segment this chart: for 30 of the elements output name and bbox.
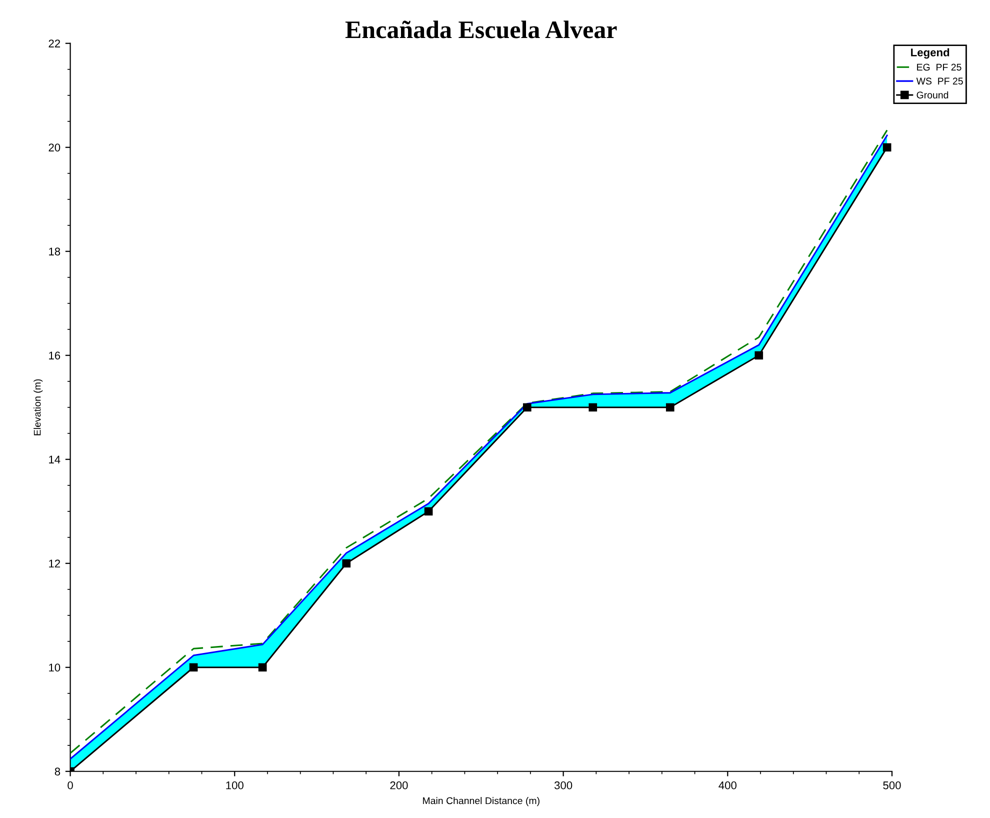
point xyxy=(666,403,674,412)
point xyxy=(424,507,433,516)
y-axis-title: Elevation (m) xyxy=(34,379,43,436)
y-tick-label: 12 xyxy=(49,560,60,568)
point xyxy=(258,663,267,672)
legend-label: Ground xyxy=(916,91,948,98)
legend-label: EG PF 25 xyxy=(917,64,962,71)
y-tick-label: 22 xyxy=(48,40,60,48)
x-axis-title: Main Channel Distance (m) xyxy=(423,797,540,806)
x-tick-label: 200 xyxy=(390,781,408,790)
point xyxy=(754,351,764,360)
y-tick-label: 16 xyxy=(49,352,60,360)
x-tick-label: 300 xyxy=(554,781,572,790)
point xyxy=(342,559,351,568)
y-tick-label: 8 xyxy=(54,768,60,776)
legend-label: WS PF 25 xyxy=(916,78,963,85)
y-tick-label: 20 xyxy=(48,144,60,152)
x-tick-label: 0 xyxy=(68,781,73,790)
y-tick-label: 18 xyxy=(49,248,60,256)
point xyxy=(522,403,532,412)
x-tick-label: 400 xyxy=(718,781,736,790)
point xyxy=(588,403,598,412)
y-tick-label: 14 xyxy=(49,456,60,464)
point xyxy=(189,663,198,672)
y-tick-label: 10 xyxy=(49,664,60,672)
legend-title: Legend xyxy=(911,48,950,59)
x-tick-label: 100 xyxy=(226,781,244,790)
x-tick-label: 500 xyxy=(883,781,901,790)
point xyxy=(882,143,892,152)
chart-title: Encañada Escuela Alvear xyxy=(345,20,617,38)
